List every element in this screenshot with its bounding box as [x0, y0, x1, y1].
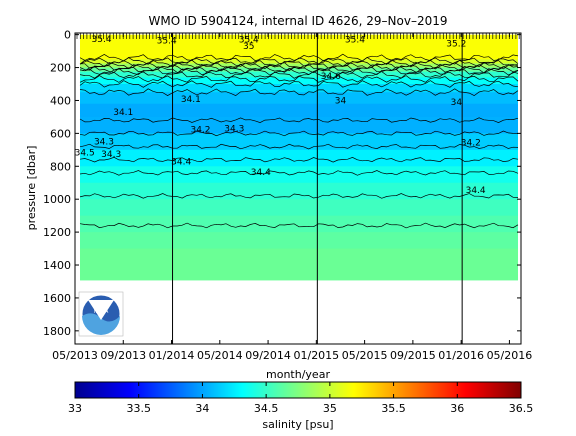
colorbar-label: salinity [psu]	[262, 418, 333, 431]
contour-label: 34.5	[75, 148, 95, 158]
colorbar-tick-label: 34.5	[254, 402, 279, 415]
heat-band	[80, 133, 518, 151]
contour-label: 34.2	[461, 138, 481, 148]
contour-line	[79, 193, 519, 199]
heat-band	[80, 92, 518, 105]
y-tick-label: 600	[50, 127, 71, 140]
contour-line	[79, 57, 519, 65]
y-tick-label: 1400	[43, 259, 71, 272]
heat-band	[80, 149, 518, 167]
contour-label: 35	[243, 42, 254, 52]
contour-label: 34.3	[101, 150, 121, 160]
y-tick-label: 1000	[43, 193, 71, 206]
y-tick-label: 0	[64, 29, 71, 42]
contour-line	[79, 75, 519, 83]
contour-line	[79, 67, 519, 76]
heat-band	[80, 103, 518, 118]
colorbar-tick-label: 36.5	[509, 402, 534, 415]
contour-label: 34.1	[113, 108, 133, 118]
heat-band	[80, 166, 518, 184]
x-tick-label: 01/2016	[438, 349, 484, 362]
contour-label: 34.3	[224, 124, 244, 134]
colorbar-tick-label: 35	[323, 402, 337, 415]
contour-label: 34.2	[190, 125, 210, 135]
colorbar-ticks: 33 33.5 34 34.5 35 35.5 36 36.5	[68, 382, 533, 415]
x-tick-label: 01/2015	[293, 349, 339, 362]
contour-line	[79, 65, 519, 74]
x-tick-label: 01/2014	[149, 349, 195, 362]
y-tick-label: 1600	[43, 292, 71, 305]
salinity-heatmap	[80, 34, 518, 281]
x-tick-label: 05/2015	[342, 349, 388, 362]
x-axis-ticks: 05/2013 09/2013 01/2014 05/2014 09/2014 01/20…	[52, 33, 532, 362]
contour-line	[79, 170, 519, 176]
heat-band	[80, 182, 518, 200]
chart-title: WMO ID 5904124, internal ID 4626, 29–Nov…	[149, 14, 448, 28]
colorbar-tick-label: 34	[195, 402, 209, 415]
profile-tick-marks	[76, 33, 520, 39]
year-boundary-lines	[172, 33, 463, 344]
y-tick-label: 200	[50, 62, 71, 75]
heat-band	[80, 199, 518, 217]
svg-text:NOAA: NOAA	[94, 309, 109, 315]
contour-label: 35.2	[446, 40, 466, 50]
heat-band	[80, 63, 518, 69]
heat-band	[80, 77, 518, 85]
x-tick-label: 05/2016	[487, 349, 533, 362]
y-tick-label: 800	[50, 160, 71, 173]
y-tick-label: 1200	[43, 226, 71, 239]
contour-lines	[79, 53, 519, 229]
contour-line	[79, 117, 519, 123]
contour-label: 34.6	[321, 72, 341, 82]
contour-label: 35.4	[345, 36, 365, 46]
x-tick-label: 09/2015	[390, 349, 436, 362]
heat-band	[80, 67, 518, 73]
noaa-logo: NOAA	[78, 291, 124, 337]
colorbar-tick-label: 33.5	[126, 402, 151, 415]
heat-band	[80, 71, 518, 79]
heat-band	[80, 248, 518, 281]
x-tick-label: 09/2014	[245, 349, 291, 362]
y-axis-ticks: 0 200 400 600 800 1000 1200 1400 1600 1800	[43, 29, 521, 338]
contour-label: 34.3	[94, 138, 114, 148]
x-axis-label: month/year	[266, 368, 330, 381]
contour-line	[79, 143, 519, 150]
contour-line	[79, 156, 519, 163]
contour-label: 34.1	[181, 95, 201, 105]
contour-line	[79, 88, 519, 97]
y-tick-label: 1800	[43, 325, 71, 338]
contour-label: 34.4	[466, 186, 486, 196]
contour-line	[79, 80, 519, 88]
contour-line	[80, 61, 519, 70]
heat-band	[80, 232, 518, 250]
heat-band	[80, 215, 518, 233]
contour-label: 34.4	[171, 157, 191, 167]
y-axis-label: pressure [dbar]	[25, 146, 38, 231]
contour-label: 35.4	[239, 36, 259, 46]
heat-band	[80, 84, 518, 93]
x-tick-label: 05/2013	[52, 349, 98, 362]
x-tick-label: 05/2014	[197, 349, 243, 362]
x-tick-label: 09/2013	[100, 349, 146, 362]
colorbar	[74, 381, 522, 399]
contour-line	[79, 53, 519, 62]
colorbar-tick-label: 36	[450, 402, 464, 415]
y-tick-label: 400	[50, 94, 71, 107]
contour-label: 34	[451, 98, 463, 108]
contour-label: 34.4	[251, 168, 271, 178]
contour-line	[79, 130, 519, 137]
contour-label: 35.4	[92, 35, 112, 45]
colorbar-tick-label: 35.5	[381, 402, 406, 415]
contour-line	[79, 222, 519, 229]
contour-label: 34	[335, 96, 347, 106]
contour-label: 35.4	[157, 36, 177, 46]
contour-labels: 35.4 35.4 35.4 35.4 35.2 35 34.6 34.1 34.1 34 34 34…	[75, 35, 486, 196]
colorbar-tick-label: 33	[68, 402, 82, 415]
